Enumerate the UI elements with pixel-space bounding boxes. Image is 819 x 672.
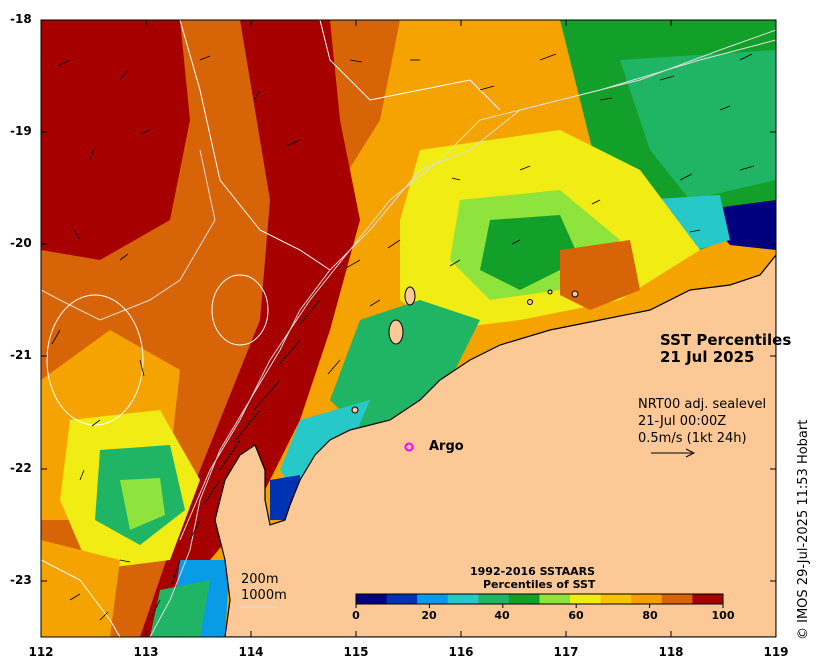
copyright-credit: © IMOS 29-Jul-2025 11:53 Hobart (796, 419, 811, 640)
current-info-line1: NRT00 adj. sealevel (638, 397, 767, 412)
map-title-line1: SST Percentiles (660, 331, 792, 349)
colorbar-tick: 0 (352, 609, 360, 622)
colorbar-frame (355, 593, 724, 605)
axis-tick-marks (40, 19, 777, 637)
lon-tick-label: 115 (343, 645, 369, 659)
lon-tick-label: 114 (238, 645, 264, 659)
current-info-line3: 0.5m/s (1kt 24h) (638, 431, 747, 446)
colorbar-segment (631, 594, 663, 604)
colorbar-segment (692, 594, 724, 604)
current-info-line2: 21-Jul 00:00Z (638, 414, 727, 429)
colorbar-title-line1: 1992-2016 SSTAARS (470, 565, 596, 578)
lon-tick-label: 116 (448, 645, 474, 659)
colorbar-segment (417, 594, 449, 604)
lat-tick-label: -22 (10, 461, 32, 475)
lat-tick-label: -21 (10, 348, 32, 362)
sst-percentile-field (41, 20, 776, 637)
lat-tick-label: -20 (10, 236, 32, 250)
argo-marker[interactable] (404, 442, 414, 452)
coastal-islands (351, 286, 579, 414)
colorbar-tick: 60 (568, 609, 584, 622)
colorbar-segment (600, 594, 632, 604)
colorbar-segment (447, 594, 479, 604)
colorbar-segment (356, 594, 388, 604)
colorbar-tick: 20 (421, 609, 437, 622)
colorbar-segment (539, 594, 571, 604)
plot-frame (40, 19, 777, 638)
map-title-line2: 21 Jul 2025 (660, 348, 755, 366)
lat-tick-label: -18 (10, 12, 32, 26)
lon-tick-label: 118 (658, 645, 684, 659)
contour-legend-200m: 200m (241, 572, 279, 587)
colorbar-tick: 100 (711, 609, 735, 622)
colorbar-tick: 80 (642, 609, 658, 622)
colorbar (355, 593, 724, 608)
current-vectors (51, 53, 755, 621)
colorbar-tick: 40 (494, 609, 510, 622)
colorbar-segment (478, 594, 510, 604)
lat-tick-label: -19 (10, 124, 32, 138)
lon-tick-label: 117 (553, 645, 579, 659)
colorbar-segment (570, 594, 602, 604)
colorbar-segment (508, 594, 540, 604)
colorbar-segment (661, 594, 693, 604)
land-mass (214, 254, 776, 637)
colorbar-title-line2: Percentiles of SST (483, 578, 596, 591)
colorbar-segment (386, 594, 418, 604)
lon-tick-label: 112 (28, 645, 54, 659)
current-scale-arrow (651, 448, 696, 458)
lat-tick-label: -23 (10, 573, 32, 587)
lon-tick-label: 119 (763, 645, 789, 659)
argo-label: Argo (429, 439, 464, 454)
contour-legend-1000m: 1000m (241, 588, 287, 603)
sea-level-contours (41, 20, 501, 637)
lon-tick-label: 113 (133, 645, 159, 659)
bathymetry-contours (41, 29, 776, 637)
